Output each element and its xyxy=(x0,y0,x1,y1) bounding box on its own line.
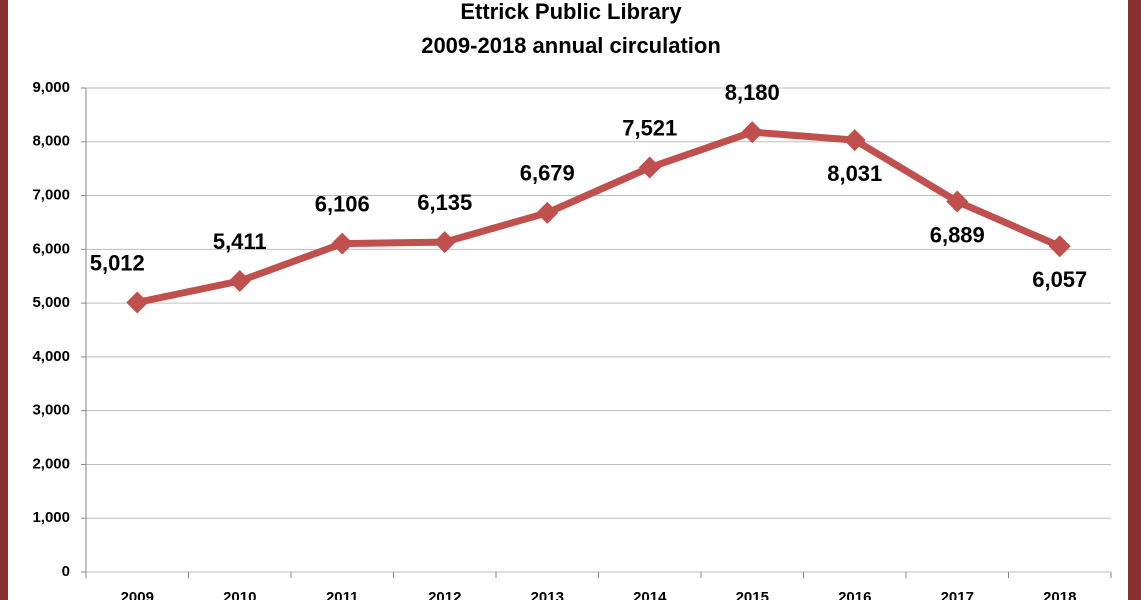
data-marker xyxy=(433,231,456,254)
data-label: 6,679 xyxy=(520,161,575,186)
data-label: 7,521 xyxy=(622,115,677,140)
x-tick-label: 2010 xyxy=(223,589,256,600)
x-tick-label: 2017 xyxy=(941,589,974,600)
y-tick-label: 3,000 xyxy=(32,402,70,419)
left-border xyxy=(0,0,8,600)
data-line xyxy=(136,128,1062,306)
data-marker xyxy=(741,121,764,144)
x-tick-label: 2014 xyxy=(633,589,667,600)
data-marker xyxy=(946,190,969,213)
data-label: 5,012 xyxy=(90,250,145,275)
data-marker xyxy=(1048,235,1071,258)
data-marker xyxy=(638,156,661,179)
data-marker xyxy=(331,232,354,255)
data-label: 6,106 xyxy=(315,191,370,216)
x-tick-label: 2015 xyxy=(736,589,769,600)
data-label: 5,411 xyxy=(213,229,267,254)
y-tick-label: 0 xyxy=(62,563,70,580)
y-tick-label: 5,000 xyxy=(32,294,70,311)
y-tick-label: 2,000 xyxy=(32,455,70,472)
y-tick-label: 4,000 xyxy=(32,348,70,365)
x-tick-label: 2013 xyxy=(531,589,564,600)
x-tick-label: 2011 xyxy=(326,589,359,600)
x-tick-label: 2016 xyxy=(838,589,871,600)
data-marker xyxy=(843,129,866,152)
data-label: 8,180 xyxy=(725,80,780,105)
data-marker xyxy=(228,270,251,293)
y-tick-label: 6,000 xyxy=(32,240,70,257)
chart-title: Ettrick Public Library xyxy=(460,0,682,24)
data-label: 6,135 xyxy=(417,190,472,215)
data-label: 6,889 xyxy=(930,222,985,247)
right-border xyxy=(1128,0,1141,600)
y-tick-label: 9,000 xyxy=(32,79,70,96)
y-tick-label: 1,000 xyxy=(32,509,70,526)
data-marker xyxy=(536,201,559,224)
data-label: 8,031 xyxy=(827,161,882,186)
data-marker xyxy=(126,291,149,314)
y-tick-label: 7,000 xyxy=(32,187,70,204)
x-tick-label: 2009 xyxy=(121,589,154,600)
x-tick-label: 2012 xyxy=(428,589,461,600)
data-label: 6,057 xyxy=(1032,267,1087,292)
chart-subtitle: 2009-2018 annual circulation xyxy=(421,33,721,58)
x-tick-label: 2018 xyxy=(1043,589,1076,600)
y-tick-label: 8,000 xyxy=(32,133,70,150)
